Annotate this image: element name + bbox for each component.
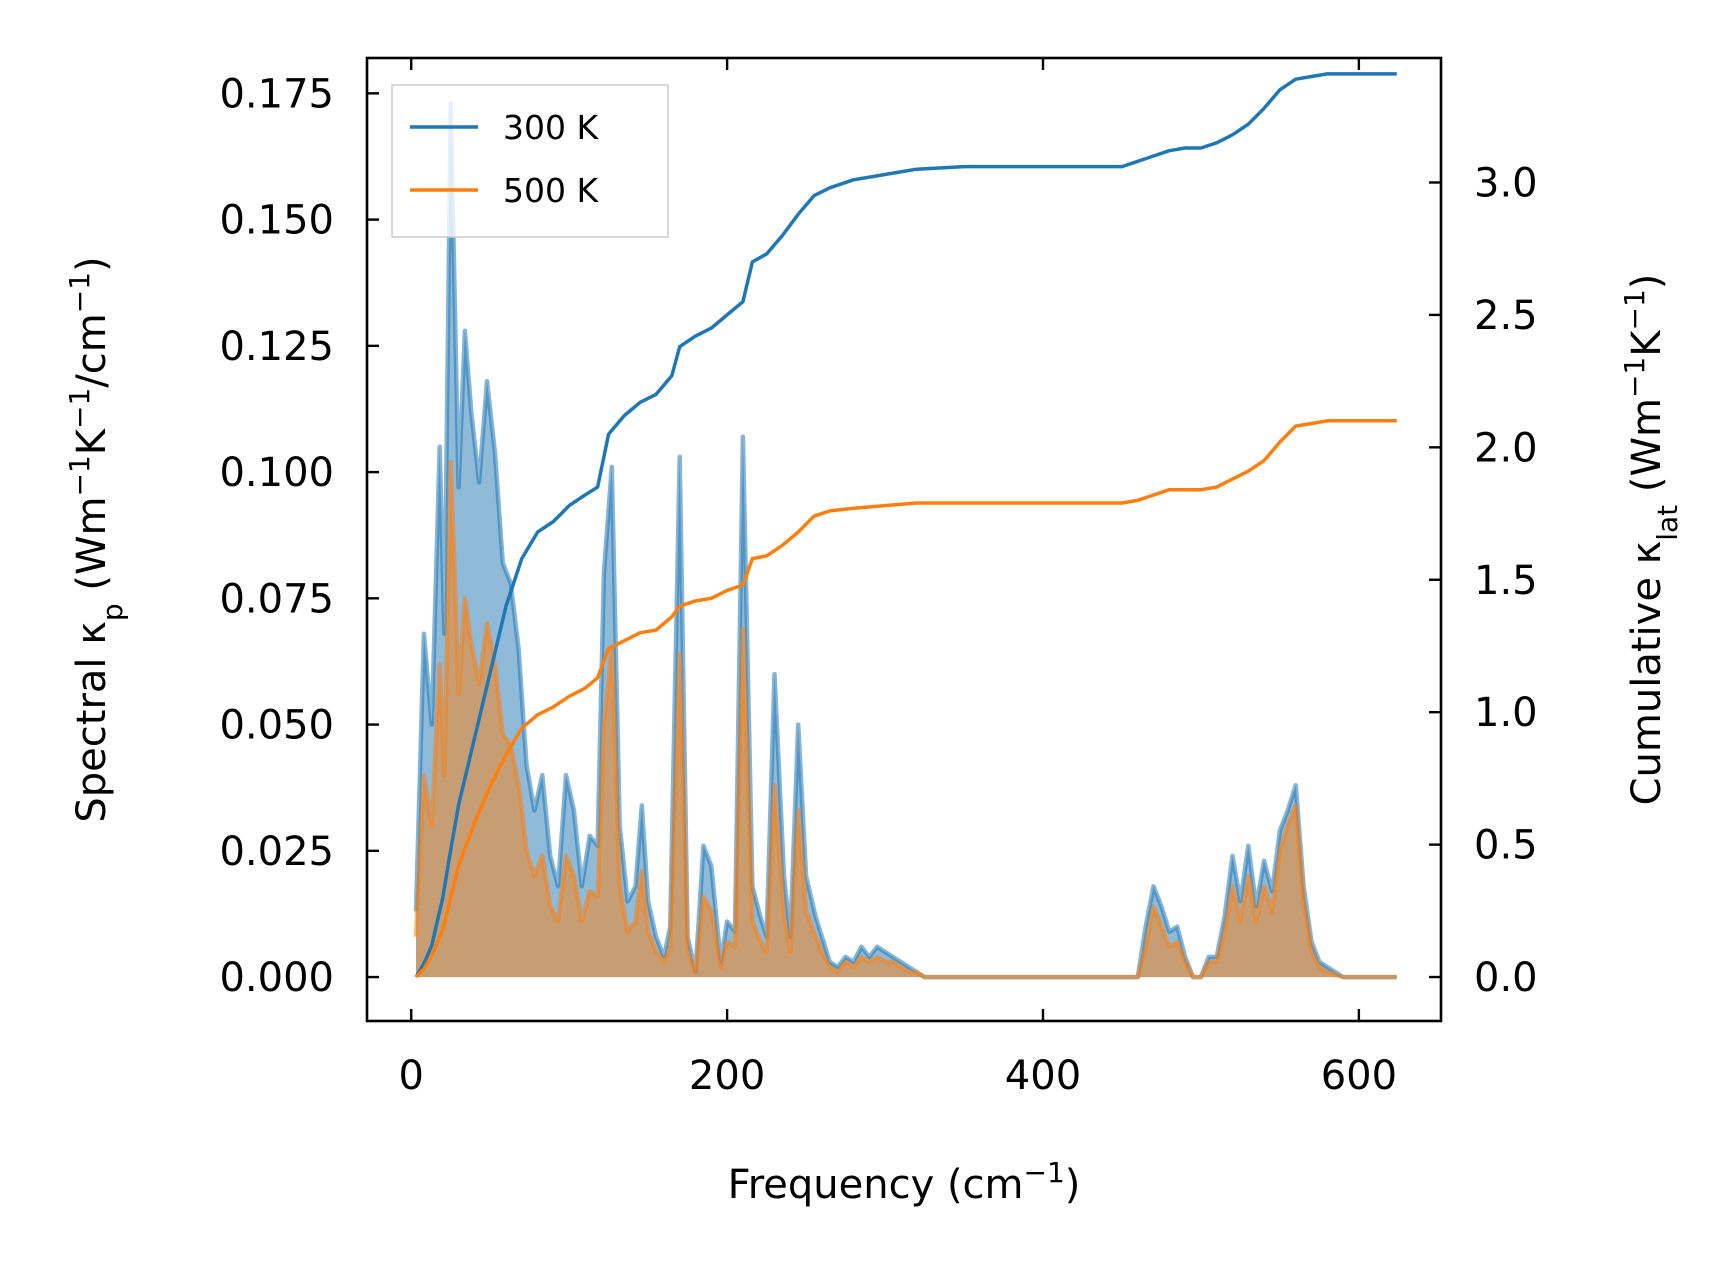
x-tick-label: 0 — [398, 1053, 423, 1099]
y-right-tick-label: 1.5 — [1474, 558, 1538, 604]
cumulative-line-500k — [414, 419, 1397, 979]
y-left-tick-label: 0.150 — [219, 198, 334, 244]
x-tick-label: 400 — [1005, 1053, 1081, 1099]
line-layer — [414, 72, 1397, 979]
y-right-tick-label: 2.0 — [1474, 425, 1538, 471]
y-left-axis-title: Spectral κp (Wm−1K−1/cm−1) — [63, 256, 129, 822]
y-right-axis-title: Cumulative κlat (Wm−1K−1) — [1618, 274, 1684, 806]
y-left-tick-label: 0.050 — [219, 703, 334, 749]
spectral-fill-layer — [413, 101, 1397, 980]
x-tick-label: 200 — [689, 1053, 765, 1099]
legend-label-300k: 300 K — [503, 108, 599, 147]
tick-label-layer: 0 200 400 600 0.000 0.025 0.050 0.075 0.100 0.125… — [219, 71, 1537, 1099]
legend-label-500k: 500 K — [503, 171, 599, 210]
y-right-tick-label: 3.0 — [1474, 160, 1538, 206]
y-left-tick-label: 0.175 — [219, 71, 334, 117]
y-left-tick-label: 0.125 — [219, 324, 334, 370]
tick-layer — [367, 58, 1441, 1021]
y-right-tick-label: 0.5 — [1474, 823, 1538, 869]
spectral-line-300k — [413, 101, 1397, 980]
y-right-tick-label: 1.0 — [1474, 690, 1538, 736]
y-right-tick-label: 2.5 — [1474, 293, 1538, 339]
y-right-tick-label: 0.0 — [1474, 955, 1538, 1001]
y-left-tick-label: 0.025 — [219, 829, 334, 875]
cumulative-line-300k — [414, 72, 1397, 978]
legend-box — [391, 84, 669, 238]
legend: 300 K 500 K — [391, 84, 669, 238]
y-left-tick-label: 0.075 — [219, 576, 334, 622]
y-left-tick-label: 0.100 — [219, 450, 334, 496]
y-left-tick-label: 0.000 — [219, 955, 334, 1001]
x-tick-label: 600 — [1321, 1053, 1397, 1099]
x-axis-title: Frequency (cm−1) — [728, 1156, 1081, 1209]
spectral-line-500k — [413, 459, 1397, 980]
plot-frame — [365, 56, 1443, 1023]
